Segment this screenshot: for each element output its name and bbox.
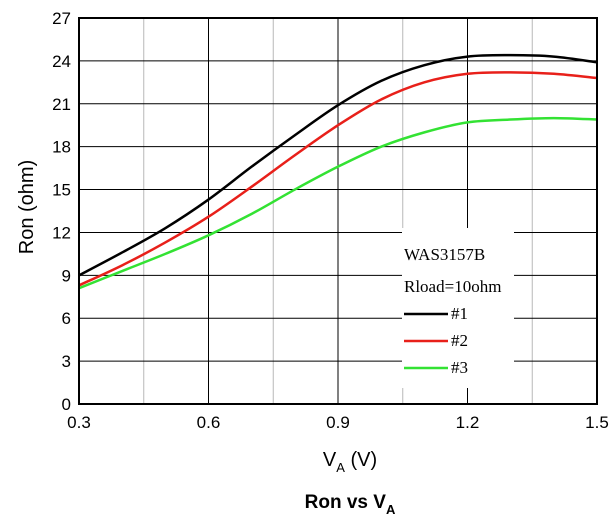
x-tick-label: 1.2 [456, 413, 480, 432]
y-tick-label: 15 [52, 181, 71, 200]
y-tick-label: 3 [62, 352, 71, 371]
legend-label-2: #2 [451, 331, 468, 350]
y-tick-label: 12 [52, 223, 71, 242]
legend-background [402, 228, 514, 388]
y-tick-label: 0 [62, 395, 71, 414]
legend: WAS3157B Rload=10ohm #1 #2 #3 [402, 228, 514, 388]
series-line-3 [78, 116, 598, 290]
legend-heading: WAS3157B [404, 245, 485, 264]
series-lines [78, 53, 598, 290]
x-tick-label: 0.6 [197, 413, 221, 432]
y-tick-label: 24 [52, 52, 71, 71]
y-tick-labels: 0 3 6 9 12 15 18 21 24 27 [52, 9, 71, 414]
y-tick-label: 6 [62, 309, 71, 328]
x-tick-label: 0.9 [326, 413, 350, 432]
x-tick-labels: 0.3 0.6 0.9 1.2 1.5 [67, 413, 609, 432]
legend-subheading: Rload=10ohm [404, 277, 501, 296]
x-tick-label: 1.5 [585, 413, 609, 432]
series-line-2 [78, 71, 598, 287]
legend-label-3: #3 [451, 358, 468, 377]
x-tick-label: 0.3 [67, 413, 91, 432]
plot-frame [78, 17, 598, 405]
x-axis-label: VA (V) [323, 449, 377, 475]
grid [79, 18, 597, 404]
y-tick-label: 18 [52, 138, 71, 157]
legend-label-1: #1 [451, 304, 468, 323]
y-tick-label: 21 [52, 95, 71, 114]
y-tick-label: 9 [62, 266, 71, 285]
y-axis-label: Ron (ohm) [16, 160, 38, 254]
series-line-1 [78, 53, 598, 277]
chart-title: Ron vs VA [305, 492, 396, 517]
y-tick-label: 27 [52, 9, 71, 28]
